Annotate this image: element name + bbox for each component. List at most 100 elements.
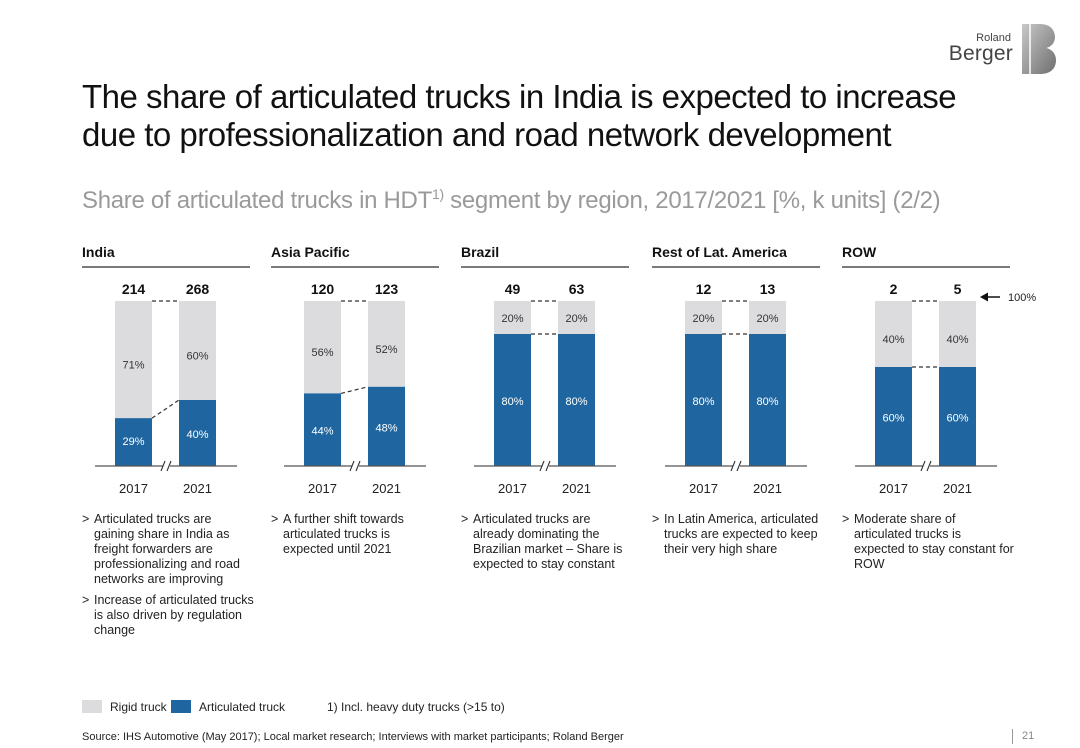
page-number: 21 — [1022, 730, 1035, 742]
total-asia-pacific-2017: 120 — [311, 281, 335, 297]
axis-break-mark — [545, 460, 551, 472]
commentary-bullet: In Latin America, articulated trucks are… — [652, 512, 824, 557]
footnote-marker: 1) — [431, 186, 444, 202]
x-tick-row-2017: 2017 — [879, 481, 908, 496]
page-number-divider — [1012, 729, 1013, 744]
label-articulated-brazil-2017: 80% — [501, 396, 523, 408]
axis-break-gap — [733, 461, 740, 471]
bar-articulated-row-2021 — [939, 367, 976, 466]
bar-articulated-brazil-2021 — [558, 334, 595, 466]
label-articulated-row-2017: 60% — [882, 413, 904, 425]
bar-rigid-row-2017 — [875, 301, 912, 367]
axis-break-mark — [539, 460, 545, 472]
reference-arrow-icon — [980, 292, 988, 302]
label-rigid-asia-pacific-2017: 56% — [311, 347, 333, 359]
connector-articulated — [340, 386, 369, 394]
axis-break-mark — [160, 460, 166, 472]
reference-label-100: 100% — [1008, 292, 1036, 304]
x-tick-india-2017: 2017 — [119, 481, 148, 496]
legend-item-articulated: Articulated truck — [171, 700, 285, 714]
label-rigid-india-2021: 60% — [186, 351, 208, 363]
label-rigid-row-2017: 40% — [882, 334, 904, 346]
label-articulated-asia-pacific-2021: 48% — [375, 422, 397, 434]
bar-articulated-asia-pacific-2021 — [368, 386, 405, 466]
axis-break-mark — [736, 460, 742, 472]
logo-b-mark — [1022, 24, 1056, 74]
logo-text-roland: Roland — [976, 32, 1011, 44]
total-brazil-2021: 63 — [569, 281, 585, 297]
total-india-2017: 214 — [122, 281, 146, 297]
bar-rigid-brazil-2021 — [558, 301, 595, 334]
commentary-row: Moderate share of articulated trucks is … — [842, 512, 1014, 578]
axis-break-mark — [166, 460, 172, 472]
x-tick-brazil-2021: 2021 — [562, 481, 591, 496]
total-row-2017: 2 — [890, 281, 898, 297]
bar-articulated-rest-of-lat-america-2021 — [749, 334, 786, 466]
axis-break-mark — [920, 460, 926, 472]
x-tick-rest-of-lat-america-2017: 2017 — [689, 481, 718, 496]
label-rigid-rest-of-lat-america-2021: 20% — [756, 313, 778, 325]
total-row-2021: 5 — [954, 281, 962, 297]
x-tick-row-2021: 2021 — [943, 481, 972, 496]
label-articulated-rest-of-lat-america-2021: 80% — [756, 396, 778, 408]
label-rigid-brazil-2021: 20% — [565, 313, 587, 325]
axis-break-mark — [730, 460, 736, 472]
x-tick-brazil-2017: 2017 — [498, 481, 527, 496]
label-rigid-row-2021: 40% — [946, 334, 968, 346]
label-articulated-brazil-2021: 80% — [565, 396, 587, 408]
stacked-bar-charts: India 71% 29% 214 2017 60% 40% 268 2021 Asia Paci… — [82, 244, 1036, 496]
source-note: Source: IHS Automotive (May 2017); Local… — [82, 731, 624, 743]
panel-title-rest-of-lat-america: Rest of Lat. America — [652, 244, 787, 260]
bar-rigid-india-2021 — [179, 301, 216, 400]
commentary-asia-pacific: A further shift towards articulated truc… — [271, 512, 443, 563]
logo-text-berger: Berger — [948, 42, 1013, 65]
axis-break-gap — [542, 461, 549, 471]
legend-swatch-articulated — [171, 700, 191, 713]
commentary-bullet: Articulated trucks are already dominatin… — [461, 512, 633, 572]
bar-rigid-asia-pacific-2021 — [368, 301, 405, 387]
bar-rigid-brazil-2017 — [494, 301, 531, 334]
bar-rigid-rest-of-lat-america-2017 — [685, 301, 722, 334]
panel-title-brazil: Brazil — [461, 244, 499, 260]
commentary-bullet: A further shift towards articulated truc… — [271, 512, 443, 557]
panel-title-asia-pacific: Asia Pacific — [271, 244, 350, 260]
bar-articulated-row-2017 — [875, 367, 912, 466]
label-articulated-rest-of-lat-america-2017: 80% — [692, 396, 714, 408]
axis-break-gap — [352, 461, 359, 471]
bar-rigid-row-2021 — [939, 301, 976, 367]
legend-swatch-rigid — [82, 700, 102, 713]
commentary-bullet: Increase of articulated trucks is also d… — [82, 593, 254, 638]
total-rest-of-lat-america-2017: 12 — [696, 281, 712, 297]
x-tick-asia-pacific-2021: 2021 — [372, 481, 401, 496]
bar-rigid-india-2017 — [115, 301, 152, 419]
footnote: 1) Incl. heavy duty trucks (>15 to) — [327, 700, 505, 714]
x-tick-india-2021: 2021 — [183, 481, 212, 496]
total-rest-of-lat-america-2021: 13 — [760, 281, 776, 297]
total-india-2021: 268 — [186, 281, 210, 297]
total-asia-pacific-2021: 123 — [375, 281, 399, 297]
commentary-india: Articulated trucks are gaining share in … — [82, 512, 254, 644]
commentary-brazil: Articulated trucks are already dominatin… — [461, 512, 633, 578]
label-articulated-row-2021: 60% — [946, 413, 968, 425]
slide-title: The share of articulated trucks in India… — [82, 78, 957, 153]
commentary-rest-lat-america: In Latin America, articulated trucks are… — [652, 512, 824, 563]
x-tick-rest-of-lat-america-2021: 2021 — [753, 481, 782, 496]
label-articulated-india-2017: 29% — [122, 436, 144, 448]
label-articulated-india-2021: 40% — [186, 429, 208, 441]
label-rigid-asia-pacific-2021: 52% — [375, 344, 397, 356]
label-articulated-asia-pacific-2017: 44% — [311, 426, 333, 438]
roland-berger-logo: Roland Berger — [946, 22, 1058, 78]
bar-articulated-brazil-2017 — [494, 334, 531, 466]
commentary-bullet: Articulated trucks are gaining share in … — [82, 512, 254, 587]
bar-articulated-asia-pacific-2017 — [304, 393, 341, 466]
bar-articulated-rest-of-lat-america-2017 — [685, 334, 722, 466]
panel-title-row: ROW — [842, 244, 877, 260]
total-brazil-2017: 49 — [505, 281, 521, 297]
axis-break-mark — [926, 460, 932, 472]
axis-break-mark — [349, 460, 355, 472]
commentary-bullet: Moderate share of articulated trucks is … — [842, 512, 1014, 572]
label-rigid-india-2017: 71% — [122, 360, 144, 372]
bar-rigid-rest-of-lat-america-2021 — [749, 301, 786, 334]
bar-articulated-india-2021 — [179, 400, 216, 466]
chart-subtitle: Share of articulated trucks in HDT1) seg… — [82, 186, 941, 214]
